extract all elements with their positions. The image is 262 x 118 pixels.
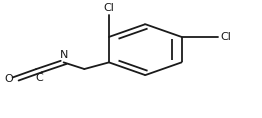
Text: C: C (35, 73, 43, 83)
Text: Cl: Cl (103, 3, 114, 13)
Text: Cl: Cl (220, 32, 231, 42)
Text: N: N (59, 50, 68, 60)
Text: O: O (5, 74, 14, 84)
